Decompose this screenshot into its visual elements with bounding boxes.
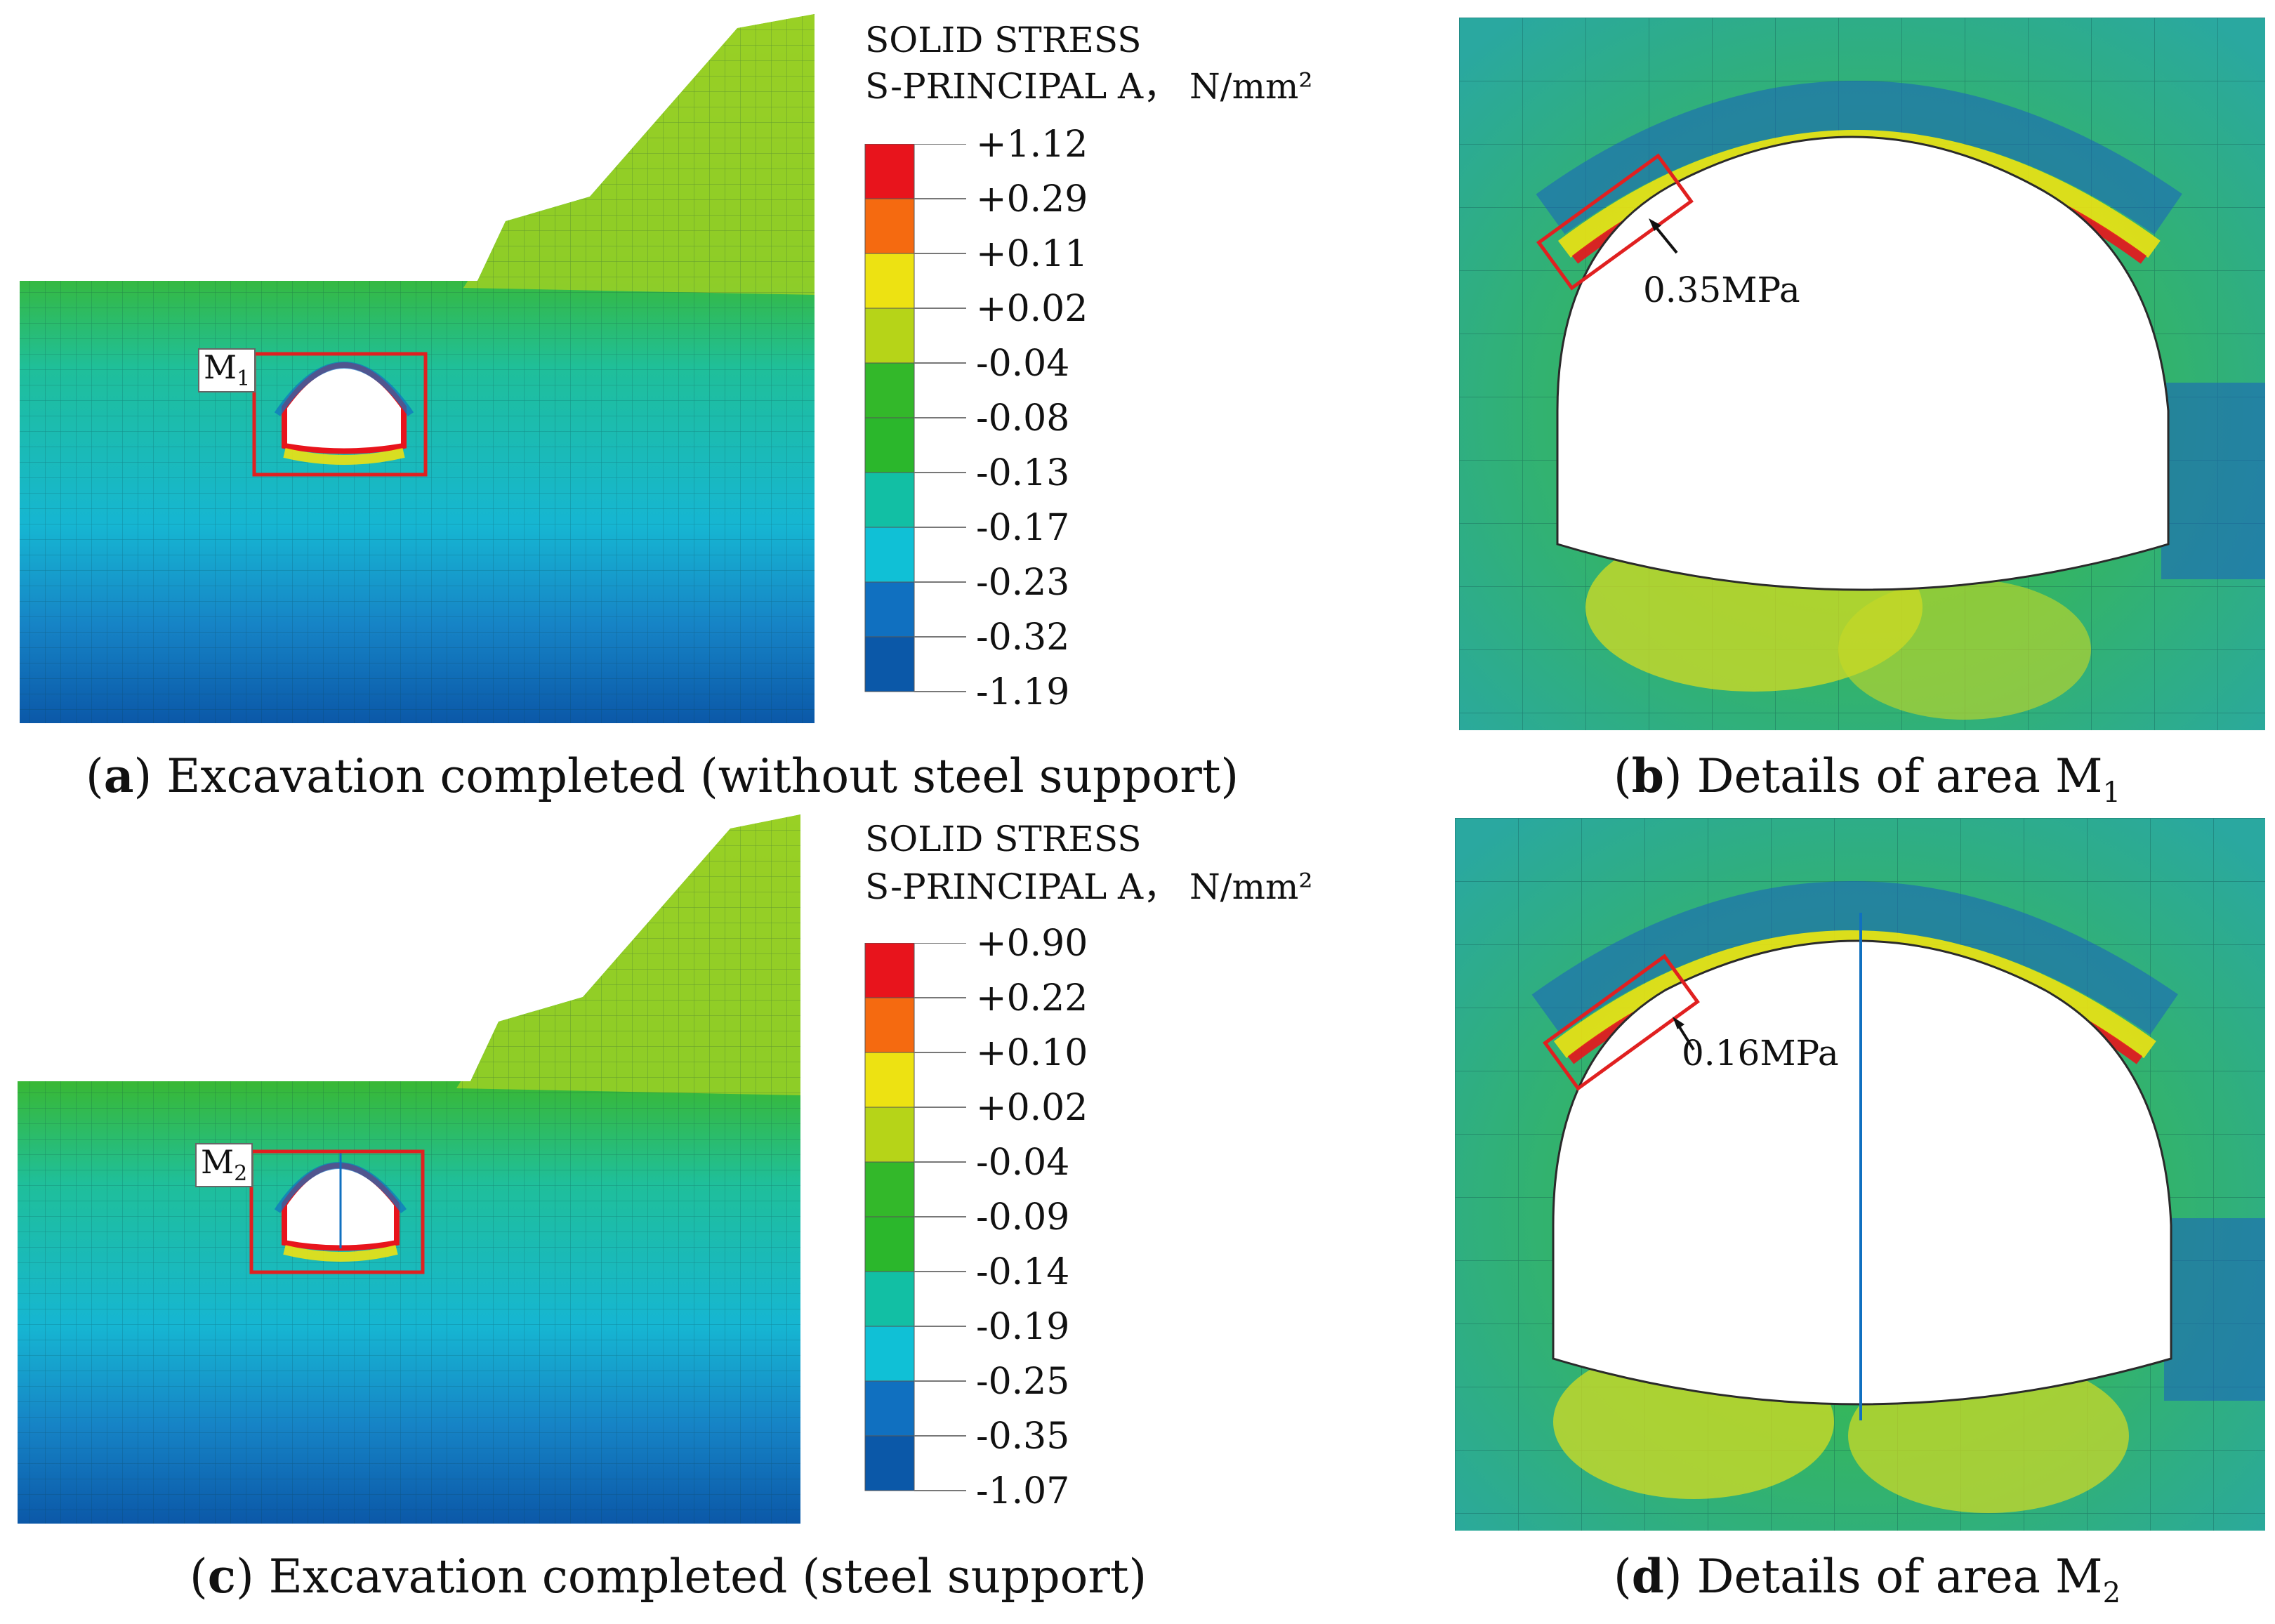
tick-label: -0.32 (976, 616, 1070, 659)
tick-label: -0.19 (976, 1306, 1070, 1348)
tick-label: +0.90 (976, 923, 1088, 965)
tick-label: -0.23 (976, 562, 1070, 604)
detail-panel-b (1459, 18, 2265, 730)
highlight-box-d (1543, 953, 1700, 1091)
color-scale-a (864, 144, 966, 692)
color-band (864, 253, 915, 309)
model-mesh-panel-a (20, 14, 815, 723)
color-band (864, 636, 915, 692)
color-band (864, 417, 915, 473)
tick-label: -0.04 (976, 343, 1070, 385)
tick-label: -0.08 (976, 397, 1070, 440)
color-band (864, 943, 915, 998)
legend-title-c: SOLID STRESS (865, 819, 1142, 859)
region-box-m2 (249, 1149, 425, 1274)
region-label-m2: M2 (195, 1143, 253, 1188)
color-band (864, 198, 915, 254)
tick-label: -1.07 (976, 1470, 1070, 1512)
tick-label: -0.13 (976, 452, 1070, 494)
tick-label: +0.02 (976, 1087, 1088, 1129)
color-band (864, 1271, 915, 1327)
tunnel-opening (1556, 136, 2170, 591)
color-band (864, 581, 915, 638)
color-band (864, 1052, 915, 1108)
tick-label: -0.17 (976, 507, 1070, 549)
color-band (864, 308, 915, 364)
tick-label: +1.12 (976, 124, 1088, 166)
legend-units-a: S-PRINCIPAL A， N/mm² (865, 66, 1313, 107)
color-band (864, 1161, 915, 1217)
caption-b: (b) Details of area M1 (1614, 748, 2121, 810)
tick-label: -0.35 (976, 1415, 1070, 1458)
caption-c: (c) Excavation completed (steel support) (190, 1549, 1147, 1604)
color-band (864, 1326, 915, 1382)
legend-units-c: S-PRINCIPAL A， N/mm² (865, 866, 1313, 907)
annotation-d: 0.16MPa (1682, 1033, 1839, 1074)
tick-label: -0.09 (976, 1196, 1070, 1239)
annotation-b: 0.35MPa (1643, 270, 1800, 310)
tick-label: +0.29 (976, 178, 1088, 220)
legend-title-a: SOLID STRESS (865, 20, 1142, 60)
tick-label: -1.19 (976, 671, 1070, 713)
color-band (864, 527, 915, 583)
tick-label: +0.10 (976, 1032, 1088, 1074)
color-band (864, 1435, 915, 1491)
color-band (864, 1380, 915, 1437)
color-band (864, 362, 915, 418)
tick-label: +0.02 (976, 288, 1088, 330)
region-box-m1 (252, 352, 428, 477)
color-scale-c (864, 943, 966, 1491)
color-band (864, 997, 915, 1053)
model-mesh-panel-c (18, 814, 800, 1524)
color-band (864, 1216, 915, 1272)
highlight-box-b (1536, 153, 1694, 291)
detail-panel-d (1455, 818, 2265, 1531)
color-band (864, 1107, 915, 1163)
color-band (864, 472, 915, 528)
caption-d: (d) Details of area M2 (1614, 1549, 2121, 1610)
region-label-m1: M1 (198, 348, 256, 393)
color-band (864, 144, 915, 199)
tick-label: -0.04 (976, 1142, 1070, 1184)
caption-a: (a) Excavation completed (without steel … (86, 748, 1239, 803)
tick-label: -0.14 (976, 1251, 1070, 1293)
tick-label: +0.11 (976, 233, 1088, 275)
tick-label: +0.22 (976, 977, 1088, 1019)
tick-label: -0.25 (976, 1361, 1070, 1403)
